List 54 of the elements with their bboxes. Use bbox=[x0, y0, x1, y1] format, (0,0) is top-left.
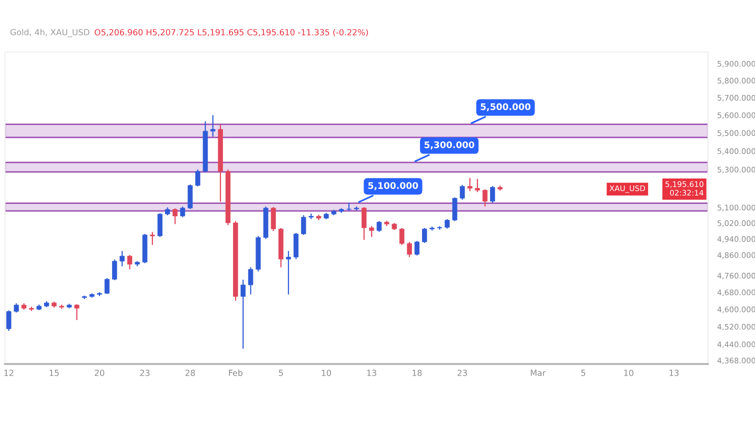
candlestick bbox=[467, 177, 472, 192]
candlestick bbox=[74, 304, 80, 321]
candlestick bbox=[399, 227, 404, 246]
candlestick bbox=[414, 240, 420, 256]
candlestick bbox=[104, 277, 110, 295]
candlestick bbox=[422, 227, 428, 244]
x-tick-label: Mar bbox=[530, 370, 546, 376]
candlestick bbox=[210, 114, 216, 138]
x-tick-label: 18 bbox=[412, 370, 422, 376]
candlestick bbox=[452, 196, 458, 222]
candlestick bbox=[286, 250, 291, 295]
x-tick-label: 10 bbox=[624, 370, 634, 376]
candlestick bbox=[301, 214, 306, 236]
candlestick bbox=[369, 225, 374, 238]
candlestick bbox=[188, 184, 193, 210]
band-label: 5,500.000 bbox=[480, 103, 530, 112]
x-tick-label: 13 bbox=[367, 370, 376, 376]
candlestick bbox=[294, 232, 299, 260]
candlestick bbox=[474, 178, 480, 193]
candlestick bbox=[127, 254, 132, 270]
candlestick bbox=[376, 220, 382, 233]
candlestick bbox=[406, 241, 412, 258]
candlestick bbox=[460, 184, 465, 200]
candlestick bbox=[195, 168, 200, 187]
x-tick-label: 10 bbox=[322, 370, 332, 376]
candlestick bbox=[180, 206, 186, 218]
x-tick-label: 20 bbox=[94, 370, 104, 376]
x-tick-label: 12 bbox=[4, 370, 14, 376]
candlestick bbox=[240, 279, 246, 350]
candlestick bbox=[270, 206, 276, 232]
candlestick bbox=[157, 212, 162, 238]
candlestick bbox=[490, 185, 496, 204]
x-tick-label: 5 bbox=[278, 370, 283, 376]
candlestick bbox=[444, 218, 450, 230]
x-tick-label: 28 bbox=[186, 370, 195, 376]
x-tick-label: Feb bbox=[228, 370, 242, 376]
x-tick-label: 13 bbox=[670, 370, 679, 376]
x-tick-label: 15 bbox=[50, 370, 59, 376]
x-tick-label: 23 bbox=[140, 370, 150, 376]
candlestick bbox=[6, 310, 12, 332]
chart-title: Gold, 4h, XAU_USD bbox=[10, 28, 90, 38]
candlestick bbox=[120, 250, 125, 267]
candlestick bbox=[482, 188, 488, 208]
candlestick bbox=[14, 302, 19, 314]
x-tick-label: 5 bbox=[581, 370, 586, 376]
candlestick bbox=[172, 208, 178, 225]
band-label: 5,300.000 bbox=[424, 141, 474, 150]
candlestick bbox=[150, 231, 155, 246]
candlestick bbox=[362, 206, 367, 240]
x-tick-label: 23 bbox=[458, 370, 467, 376]
candlestick bbox=[112, 258, 118, 281]
chart-subtitle: O5,206.960 H5,207.725 L5,191.695 C5,195.610 -11.335 (-0.22%) bbox=[94, 28, 368, 36]
candlestick bbox=[248, 266, 254, 295]
band-label: 5,100.000 bbox=[368, 182, 418, 190]
